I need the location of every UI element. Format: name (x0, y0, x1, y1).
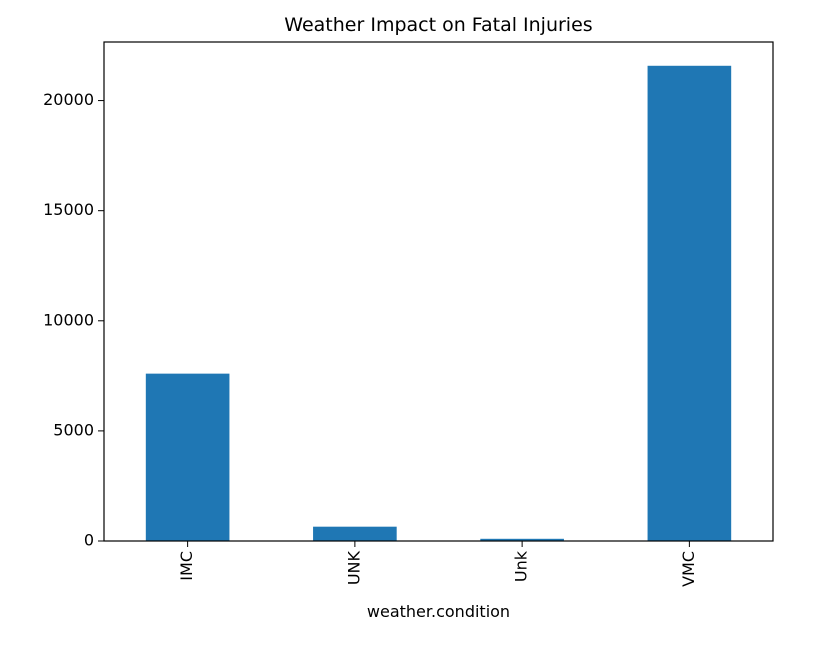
y-tick-label: 10000 (43, 310, 94, 329)
x-axis-label: weather.condition (367, 602, 510, 621)
x-tick-label: UNK (344, 550, 363, 585)
y-tick-label: 15000 (43, 200, 94, 219)
x-axis-ticks: IMC UNK Unk VMC (177, 541, 698, 587)
x-tick-label: Unk (512, 550, 531, 582)
bar-unk-2 (480, 538, 564, 541)
bar-imc-0 (145, 373, 230, 541)
y-tick-label: 20000 (43, 90, 94, 109)
bar-unk-1 (313, 526, 397, 541)
bars-layer (145, 65, 732, 542)
y-axis-ticks: 0 5000 10000 15000 20000 (43, 90, 104, 550)
x-tick-label: IMC (177, 551, 196, 581)
chart-title: Weather Impact on Fatal Injuries (284, 14, 592, 36)
y-tick-label: 0 (84, 531, 94, 550)
bar-vmc-3 (647, 65, 732, 542)
y-tick-label: 5000 (53, 420, 94, 439)
plot-frame (103, 41, 774, 542)
x-tick-label: VMC (679, 551, 698, 587)
